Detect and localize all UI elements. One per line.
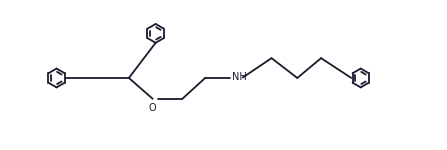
Text: NH: NH	[232, 72, 247, 83]
Text: O: O	[149, 103, 156, 113]
